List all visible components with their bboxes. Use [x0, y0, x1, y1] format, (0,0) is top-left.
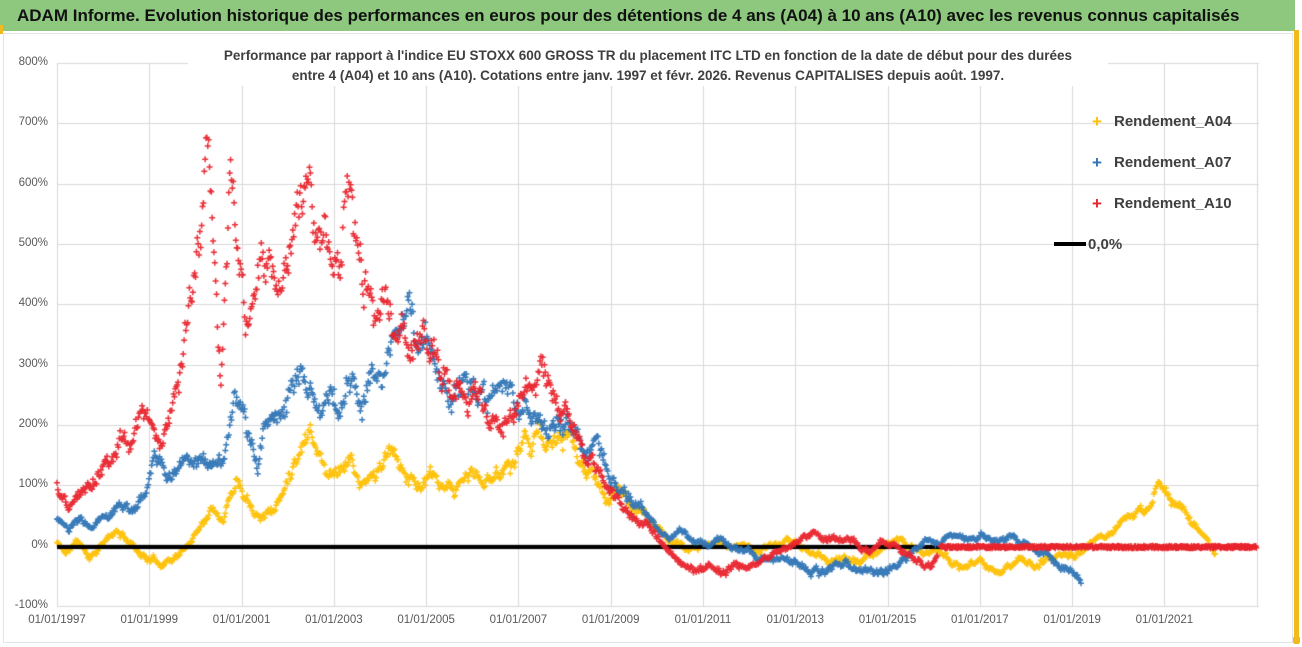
- y-tick-label: 200%: [18, 418, 48, 430]
- y-tick-label: 0%: [31, 538, 48, 551]
- plus-marker-a04-icon: +: [1092, 111, 1102, 131]
- y-tick-label: 700%: [18, 116, 48, 129]
- chart-title: Performance par rapport à l'indice EU ST…: [188, 46, 1108, 86]
- legend: + Rendement_A04 + Rendement_A07 + Rendem…: [1054, 108, 1260, 272]
- x-tick-label: 01/01/1997: [28, 614, 86, 626]
- x-tick-label: 01/01/1999: [120, 614, 179, 626]
- y-tick-label: 500%: [18, 237, 48, 249]
- x-tick-label: 01/01/2015: [858, 614, 917, 626]
- y-tick-label: 100%: [18, 478, 48, 491]
- y-tick-label: 800%: [18, 56, 48, 68]
- x-tick-label: 01/01/2021: [1135, 614, 1194, 626]
- x-tick-label: 01/01/2003: [305, 614, 363, 626]
- x-tick-label: 01/01/2017: [951, 614, 1009, 626]
- legend-label-a07: Rendement_A07: [1114, 153, 1232, 171]
- legend-label-zero: 0,0%: [1088, 235, 1123, 253]
- x-tick-label: 01/01/2013: [766, 614, 825, 626]
- y-tick-label: -100%: [14, 599, 48, 611]
- y-tick-label: 400%: [18, 297, 48, 310]
- x-tick-label: 01/01/2005: [397, 614, 455, 626]
- y-tick-label: 600%: [18, 176, 48, 189]
- plus-marker-a07-icon: +: [1092, 152, 1102, 172]
- x-tick-label: 01/01/2011: [674, 614, 732, 626]
- x-tick-label: 01/01/2009: [581, 614, 640, 626]
- chart-title-line1: Performance par rapport à l'indice EU ST…: [223, 48, 1073, 63]
- legend-item-a10: + Rendement_A10: [1080, 190, 1260, 216]
- zero-line-swatch: [1054, 242, 1086, 246]
- plus-marker-a10-icon: +: [1092, 193, 1102, 213]
- legend-item-a07: + Rendement_A07: [1080, 149, 1260, 175]
- y-tick-label: 300%: [18, 357, 48, 370]
- chart-title-line2: entre 4 (A04) et 10 ans (A10). Cotations…: [291, 68, 1005, 83]
- legend-item-zero-line: 0,0%: [1054, 231, 1260, 257]
- x-tick-label: 01/01/2001: [212, 614, 271, 626]
- legend-label-a10: Rendement_A10: [1114, 194, 1232, 212]
- legend-item-a04: + Rendement_A04: [1080, 108, 1260, 134]
- legend-label-a04: Rendement_A04: [1114, 112, 1232, 130]
- x-tick-label: 01/01/2019: [1043, 614, 1101, 626]
- x-tick-label: 01/01/2007: [489, 614, 548, 626]
